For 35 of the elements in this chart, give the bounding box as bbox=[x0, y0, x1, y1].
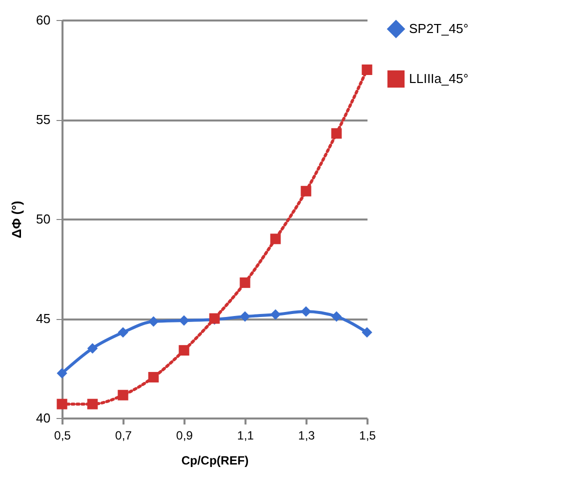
x-tick-label: 1,5 bbox=[359, 428, 376, 442]
point bbox=[300, 306, 312, 317]
point bbox=[240, 277, 250, 288]
point bbox=[178, 345, 190, 356]
x-tick-label: 0,5 bbox=[54, 428, 72, 442]
point bbox=[148, 316, 159, 327]
legend-label: LLIIIa_45° bbox=[409, 71, 468, 86]
point bbox=[87, 398, 98, 410]
point bbox=[300, 186, 312, 196]
point bbox=[331, 128, 342, 139]
x-tick-label: 0,7 bbox=[115, 428, 132, 442]
point bbox=[56, 368, 68, 378]
x-axis-title: Cp/Cp(REF) bbox=[181, 454, 249, 468]
y-tick-label: 45 bbox=[36, 311, 50, 326]
point bbox=[270, 234, 281, 244]
point bbox=[362, 64, 372, 75]
point bbox=[148, 372, 159, 382]
x-tick-label: 1,1 bbox=[237, 428, 254, 442]
point bbox=[118, 390, 128, 400]
x-tick-label: 0,9 bbox=[176, 428, 194, 442]
y-tick-label: 60 bbox=[36, 12, 50, 28]
point bbox=[118, 327, 128, 338]
point bbox=[87, 343, 98, 354]
legend-label: SP2T_45° bbox=[409, 21, 468, 36]
point bbox=[362, 327, 372, 338]
y-axis-title: ΔΦ (°) bbox=[9, 200, 24, 238]
x-tick-label: 1,3 bbox=[298, 428, 316, 442]
y-tick-label: 55 bbox=[36, 112, 50, 127]
point bbox=[178, 315, 190, 326]
y-tick-label: 40 bbox=[36, 410, 50, 426]
point bbox=[270, 309, 281, 320]
point bbox=[240, 311, 250, 322]
point bbox=[56, 398, 68, 410]
point bbox=[331, 311, 342, 322]
y-tick-label: 50 bbox=[36, 212, 50, 226]
